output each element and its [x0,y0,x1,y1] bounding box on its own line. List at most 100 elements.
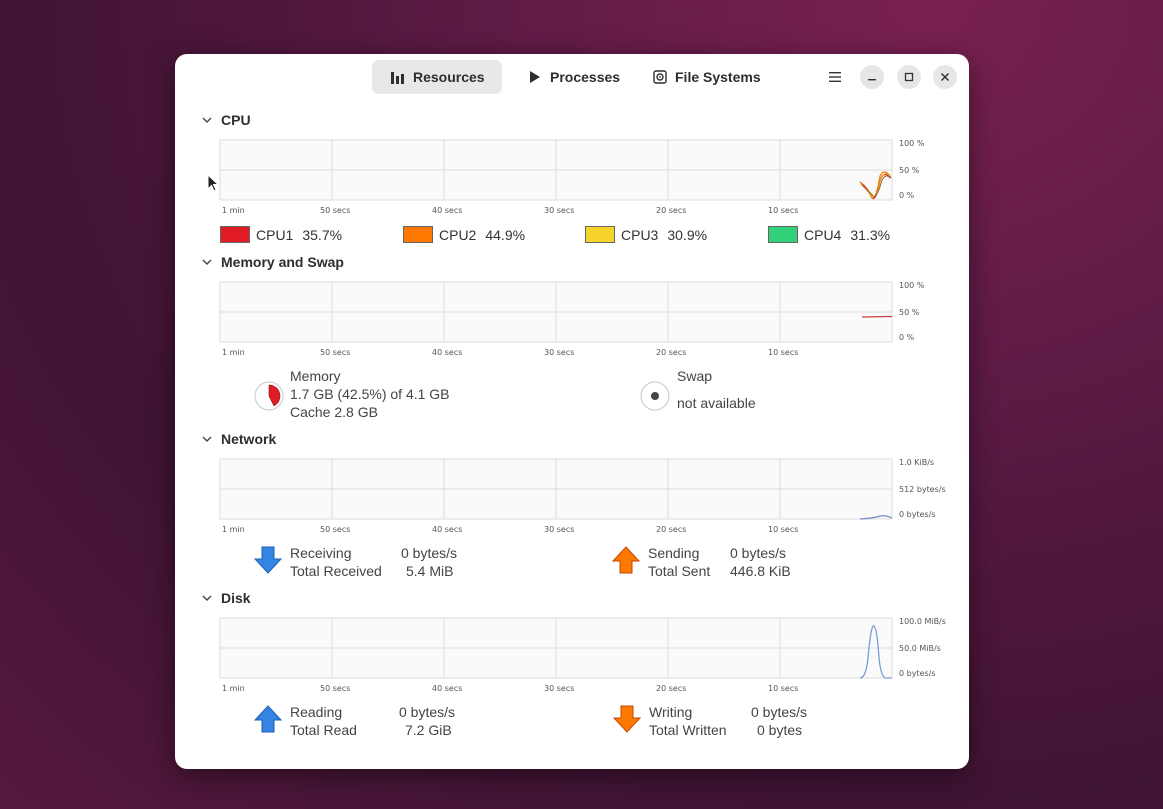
network-scale-label: 0 bytes/s [899,510,936,519]
receiving-arrow-icon[interactable] [253,545,283,575]
cpu2-legend[interactable]: CPU2 44.9% [403,226,525,243]
cpu3-color-swatch[interactable] [585,226,615,243]
cpu4-legend[interactable]: CPU4 31.3% [768,226,890,243]
disk-graph: 1 min 50 secs 40 secs 30 secs 20 secs 10… [219,617,972,698]
disk-time-tick: 40 secs [432,684,462,693]
memory-section-title: Memory and Swap [221,254,344,270]
cpu3-legend[interactable]: CPU3 30.9% [585,226,707,243]
network-section-header[interactable]: Network [201,431,276,447]
total-received-value: 5.4 MiB [406,563,454,579]
receiving-value: 0 bytes/s [401,545,458,561]
receiving-info: Receiving 0 bytes/s Total Received 5.4 MiB [290,544,457,580]
tab-resources-label: Resources [413,69,485,85]
cpu-time-tick: 10 secs [768,206,798,215]
memory-time-tick: 1 min [222,348,245,357]
tab-processes[interactable]: Processes [527,60,627,94]
cpu2-color-swatch[interactable] [403,226,433,243]
cpu3-value: 30.9% [667,226,708,243]
disk-graph-grid [219,617,893,679]
cpu-time-tick: 1 min [222,206,245,215]
disk-section-header[interactable]: Disk [201,590,251,606]
cpu-time-tick: 20 secs [656,206,686,215]
network-time-tick: 20 secs [656,525,686,534]
memory-time-tick: 30 secs [544,348,574,357]
disk-time-tick: 50 secs [320,684,350,693]
total-written-value: 0 bytes [757,722,803,738]
close-icon [940,72,950,82]
system-monitor-window: Resources Processes File Systems [175,54,969,769]
swap-info: Swap not available [677,367,756,412]
cpu3-name: CPU3 [621,226,659,243]
network-section-title: Network [221,431,277,447]
swap-label: Swap [677,368,713,384]
disk-scale-label: 100.0 MiB/s [899,617,946,626]
disk-time-tick: 30 secs [544,684,574,693]
cpu1-value: 35.7% [302,226,343,243]
memory-scale-label: 0 % [899,333,915,342]
main-menu-button[interactable] [823,65,847,89]
writing-value: 0 bytes/s [751,704,808,720]
memory-time-tick: 20 secs [656,348,686,357]
memory-line [861,315,893,318]
reading-value: 0 bytes/s [399,704,456,720]
cpu-section-header[interactable]: CPU [201,112,251,128]
cpu-time-tick: 50 secs [320,206,350,215]
chevron-down-icon [201,433,213,445]
total-sent-value: 446.8 KiB [730,563,791,579]
sending-info: Sending 0 bytes/s Total Sent 446.8 KiB [648,544,791,580]
reading-label: Reading [290,704,343,720]
sending-value: 0 bytes/s [730,545,787,561]
maximize-button[interactable] [897,65,921,89]
network-time-tick: 1 min [222,525,245,534]
cpu4-value: 31.3% [850,226,891,243]
swap-pie-icon[interactable] [640,381,670,411]
network-time-tick: 10 secs [768,525,798,534]
writing-label: Writing [649,704,693,720]
minimize-button[interactable] [860,65,884,89]
disk-icon [652,69,668,85]
cpu-time-tick: 40 secs [432,206,462,215]
cpu3-line [860,173,892,199]
header-bar: Resources Processes File Systems [175,54,969,100]
network-scale-label: 512 bytes/s [899,485,946,494]
memory-pie-icon[interactable] [254,381,284,411]
tab-file-systems[interactable]: File Systems [652,60,772,94]
cpu-graph: 1 min 50 secs 40 secs 30 secs 20 secs 10… [219,139,972,220]
total-written-label: Total Written [649,722,727,738]
reading-info: Reading 0 bytes/s Total Read 7.2 GiB [290,703,455,739]
memory-time-tick: 50 secs [320,348,350,357]
swap-status: not available [677,395,756,411]
network-time-tick: 40 secs [432,525,462,534]
disk-reading-line [859,625,892,679]
tab-file-systems-label: File Systems [675,69,761,85]
play-icon [527,69,543,85]
network-graph-grid [219,458,893,520]
memory-section-header[interactable]: Memory and Swap [201,254,344,270]
receiving-label: Receiving [290,545,352,561]
cpu2-name: CPU2 [439,226,477,243]
chevron-down-icon [201,256,213,268]
hamburger-icon [829,72,841,82]
network-time-tick: 30 secs [544,525,574,534]
network-graph: 1 min 50 secs 40 secs 30 secs 20 secs 10… [219,458,972,539]
maximize-icon [904,72,914,82]
sending-label: Sending [648,545,700,561]
cpu4-line [861,175,892,198]
writing-info: Writing 0 bytes/s Total Written 0 bytes [649,703,807,739]
chevron-down-icon [201,592,213,604]
cpu1-legend[interactable]: CPU1 35.7% [220,226,342,243]
reading-arrow-icon[interactable] [253,704,283,734]
cpu1-color-swatch[interactable] [220,226,250,243]
network-receiving-line [859,515,893,520]
memory-time-tick: 40 secs [432,348,462,357]
tab-resources[interactable]: Resources [372,60,502,94]
memory-info: Memory 1.7 GB (42.5%) of 4.1 GB Cache 2.… [290,367,450,421]
network-scale-label: 1.0 KiB/s [899,458,934,467]
minimize-icon [868,79,876,81]
chevron-down-icon [201,114,213,126]
total-read-label: Total Read [290,722,357,738]
writing-arrow-icon[interactable] [612,704,642,734]
cpu4-color-swatch[interactable] [768,226,798,243]
close-button[interactable] [933,65,957,89]
sending-arrow-icon[interactable] [611,545,641,575]
